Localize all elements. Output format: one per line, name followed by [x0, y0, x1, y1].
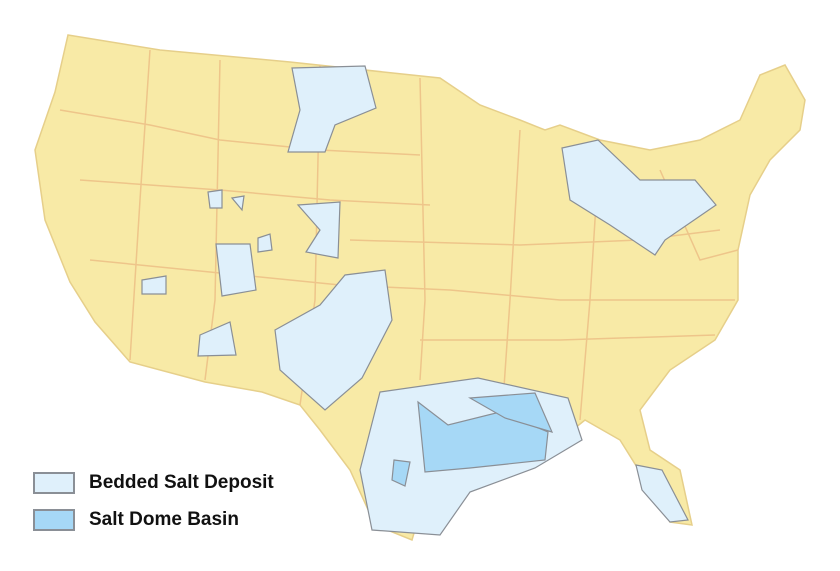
bedded-idaho-a [207, 189, 223, 209]
dome-swatch [33, 509, 75, 531]
bedded-colorado-b [257, 233, 273, 253]
legend-label-bedded: Bedded Salt Deposit [89, 472, 274, 493]
bedded-florida [635, 464, 689, 523]
bedded-colorado [296, 201, 341, 259]
bedded-arizona [197, 321, 237, 357]
bedded-utah [215, 243, 257, 297]
legend-label-dome: Salt Dome Basin [89, 509, 239, 530]
bedded-permian [274, 269, 393, 411]
bedded-idaho-b [230, 195, 245, 212]
bedded-swatch [33, 472, 75, 494]
bedded-nevada [141, 275, 167, 295]
legend-item-bedded: Bedded Salt Deposit [33, 472, 274, 494]
dome-south-texas [391, 459, 411, 487]
salt-dome-basins [391, 392, 554, 487]
dome-louisiana [468, 392, 554, 433]
bedded-williston [287, 65, 377, 153]
bedded-michigan [561, 139, 717, 256]
legend-item-dome: Salt Dome Basin [33, 509, 239, 531]
